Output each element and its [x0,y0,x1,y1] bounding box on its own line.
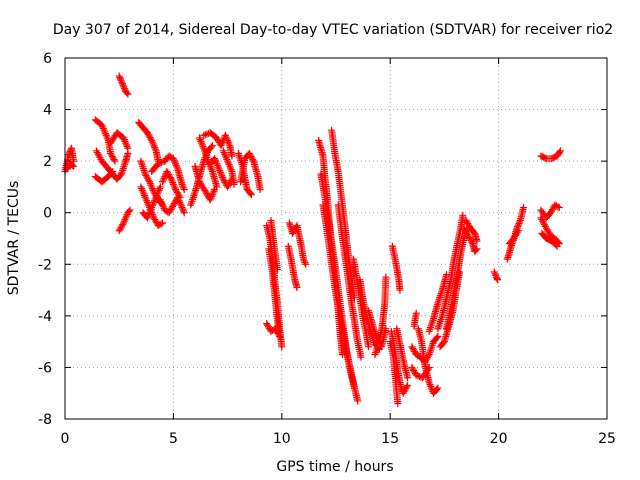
data-point-track [135,118,162,165]
data-point-track [334,201,365,361]
data-point-track [219,147,238,188]
data-point-track [538,229,561,250]
data-point-track [115,206,134,235]
x-tick-label: 10 [273,431,291,447]
y-tick-label: -2 [38,257,52,273]
chart-title: Day 307 of 2014, Sidereal Day-to-day VTE… [53,22,613,38]
data-point-track [460,224,481,255]
x-tick-label: 15 [381,431,399,447]
data-point-track [285,219,310,268]
data-point-track [537,201,563,222]
y-tick-label: -6 [38,360,52,376]
data-point-track [462,216,481,245]
data-point-track [537,214,563,248]
data-point-track [434,211,467,333]
data-point-track [115,72,132,98]
y-tick-label: 0 [43,206,52,222]
data-point-track [200,129,236,160]
y-tick-labels: -8 -6 -4 -2 0 2 4 6 [38,51,52,428]
data-point-track [91,167,117,186]
y-tick-label: 4 [43,103,52,119]
y-tick-label: 6 [43,51,52,67]
plot-frame [64,57,608,420]
data-point-track [267,216,281,273]
data-point-track [371,273,390,359]
data-point-track [436,268,464,351]
y-axis-title: SDTVAR / TECUs [6,181,22,296]
x-axis-title: GPS time / hours [276,459,393,475]
data-point-track [61,144,78,175]
data-point-track [263,320,284,340]
data-point-track [425,271,451,335]
data-point-track [349,255,373,351]
x-tick-label: 0 [61,431,70,447]
gridlines [65,58,607,419]
data-point-track [388,242,404,294]
data-point-track [284,242,301,291]
data-point-track [387,327,412,397]
data-point-track [408,363,433,382]
data-point-track [328,126,358,302]
data-point-track [237,149,264,194]
data-point-track [490,268,502,284]
data-point-track [393,325,412,382]
data-point-track [191,162,219,204]
data-point-track [148,152,188,194]
data-point-track [410,309,420,330]
data-point-track [505,227,522,248]
y-tick-label: -4 [38,309,52,325]
data-point-track [537,147,564,163]
data-point-track [206,155,236,191]
axis-ticks [64,57,608,420]
x-tick-label: 25 [598,431,616,447]
data-point-track [319,201,362,405]
data-point-track [91,116,119,165]
x-tick-label: 20 [490,431,508,447]
data-point-track [139,183,164,222]
data-points [61,72,564,408]
x-tick-label: 5 [169,431,178,447]
data-point-track [159,167,184,201]
x-tick-labels: 0 5 10 15 20 25 [61,431,616,447]
y-tick-label: 2 [43,154,52,170]
data-point-track [63,160,78,173]
data-point-track [265,245,283,335]
data-point-track [107,129,132,152]
y-tick-label: -8 [38,412,52,428]
